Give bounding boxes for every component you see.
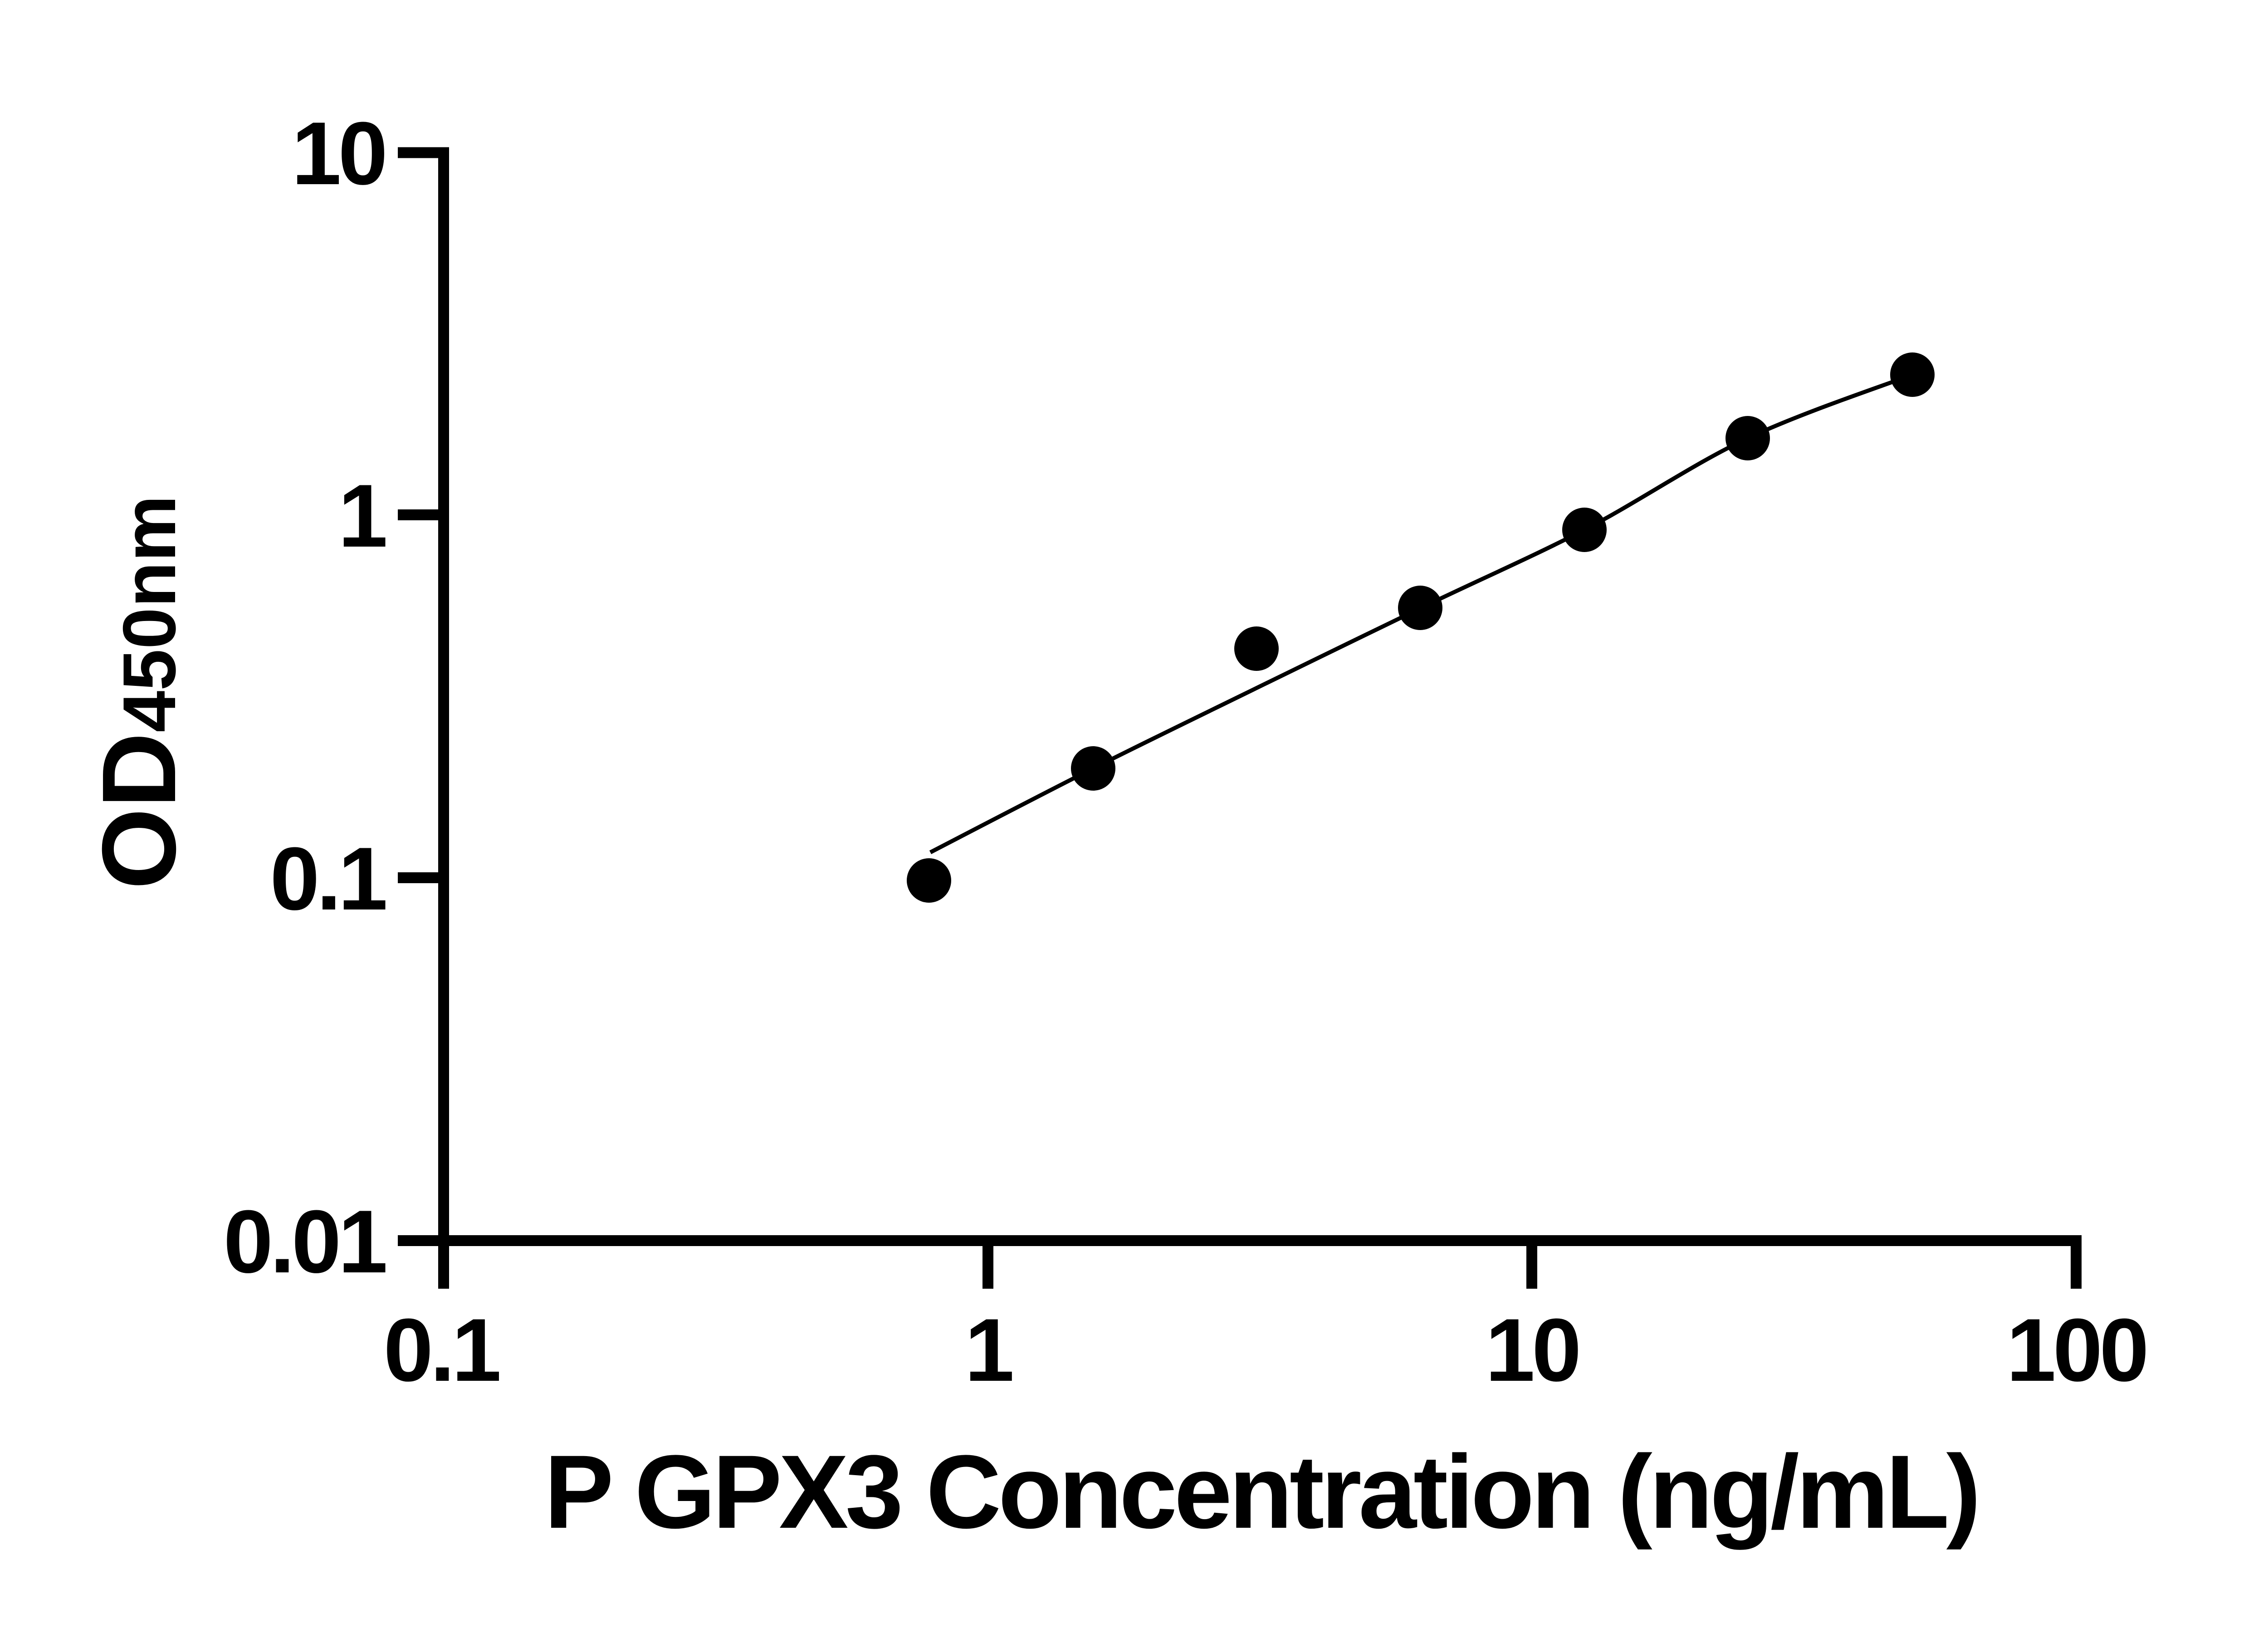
- svg-text:0.1: 0.1: [270, 829, 386, 929]
- svg-text:1: 1: [338, 466, 386, 566]
- svg-text:P GPX3 Concentration (ng/mL): P GPX3 Concentration (ng/mL): [544, 1433, 1978, 1550]
- svg-text:10: 10: [1485, 1300, 1578, 1400]
- svg-text:1: 1: [965, 1300, 1012, 1400]
- svg-text:0.1: 0.1: [384, 1300, 499, 1400]
- svg-text:OD450nm: OD450nm: [80, 495, 197, 890]
- svg-text:10: 10: [292, 103, 385, 203]
- svg-text:100: 100: [2006, 1300, 2146, 1400]
- svg-text:0.01: 0.01: [224, 1192, 386, 1291]
